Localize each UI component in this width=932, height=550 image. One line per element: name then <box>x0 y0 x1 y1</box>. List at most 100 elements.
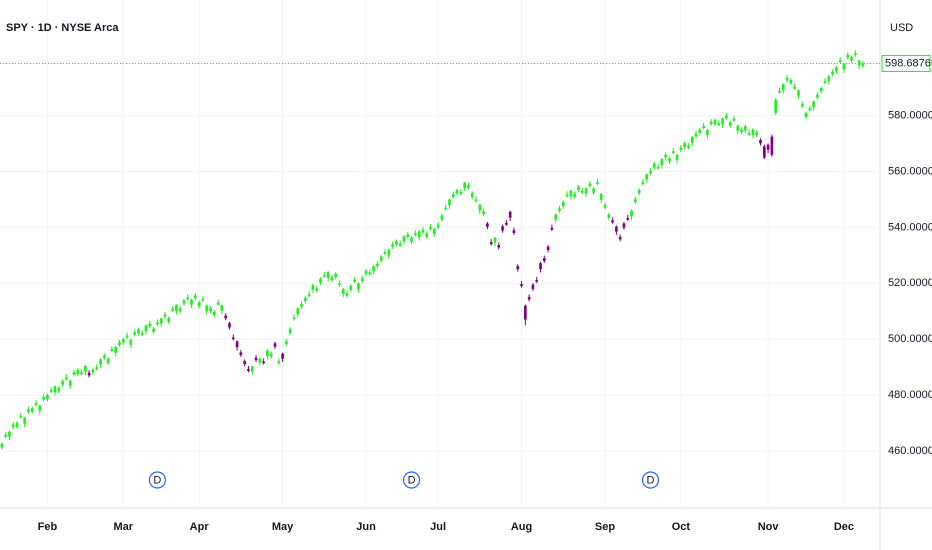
candle-body <box>262 361 265 364</box>
candle-body <box>451 194 455 197</box>
candle-body <box>353 279 356 282</box>
candle-body <box>558 208 561 211</box>
candle-body <box>618 236 622 240</box>
candle-body <box>239 352 243 356</box>
candle-body <box>781 84 785 91</box>
candle-body <box>197 302 201 307</box>
candle-body <box>717 123 721 126</box>
candle-body <box>823 81 827 83</box>
candle-body <box>425 233 429 237</box>
candle-body <box>706 130 709 136</box>
candle-body <box>588 183 592 187</box>
candle-body <box>698 129 702 133</box>
y-tick-label: 520.00000 <box>888 277 932 289</box>
candle-body <box>508 211 512 218</box>
candle-body <box>118 342 121 346</box>
y-tick-label: 540.00000 <box>888 221 932 233</box>
candle-body <box>835 67 838 72</box>
candle-body <box>459 192 463 195</box>
candle-body <box>535 279 539 282</box>
candle-body <box>201 298 205 301</box>
candle-body <box>129 339 133 345</box>
candle-body <box>641 182 645 185</box>
candle-body <box>819 88 823 92</box>
candle-body <box>231 337 235 340</box>
x-tick-label: Jun <box>356 521 376 533</box>
candle-body <box>220 305 224 311</box>
candle-body <box>755 132 759 136</box>
candle-body <box>615 226 618 232</box>
candle-body <box>493 237 497 243</box>
candle-body <box>709 121 713 125</box>
candle-body <box>417 231 421 238</box>
x-tick-label: Feb <box>38 521 58 533</box>
candle-body <box>440 215 444 220</box>
candle-body <box>194 295 197 299</box>
candle-body <box>205 305 209 312</box>
candle-body <box>429 227 432 230</box>
candle-body <box>372 266 375 272</box>
candle-body <box>846 54 850 58</box>
candles <box>0 50 865 450</box>
y-tick-label: 460.00000 <box>888 445 932 457</box>
candle-body <box>850 57 853 61</box>
candle-body <box>27 409 30 413</box>
candle-body <box>702 126 705 128</box>
candle-body <box>159 318 163 324</box>
candle-body <box>520 284 523 287</box>
candle-body <box>228 323 231 328</box>
candle-body <box>167 317 171 323</box>
candle-body <box>144 325 148 332</box>
candle-body <box>455 189 459 194</box>
overlay: 460.00000 480.00000 500.00000 520.00000 540.… <box>0 54 932 533</box>
candle-body <box>565 194 569 197</box>
candle-body <box>326 272 330 278</box>
x-tick-label: Oct <box>672 521 691 533</box>
y-tick-label: 480.00000 <box>888 389 932 401</box>
candle-body <box>482 211 485 215</box>
candle-body <box>550 227 554 230</box>
candle-body <box>683 143 686 148</box>
y-tick-label: 560.00000 <box>888 165 932 177</box>
candle-body <box>19 415 23 418</box>
candle-body <box>4 434 8 437</box>
candle-body <box>664 154 668 158</box>
candle-body <box>762 146 766 158</box>
candle-body <box>751 129 755 136</box>
candle-body <box>288 328 292 334</box>
candle-body <box>561 201 565 207</box>
candle-body <box>76 369 80 375</box>
candle-body <box>137 329 140 334</box>
candle-body <box>861 63 865 66</box>
candle-body <box>266 350 269 357</box>
candle-body <box>235 341 239 348</box>
candle-body <box>152 328 155 332</box>
candle-body <box>11 424 15 428</box>
candle-body <box>311 284 315 290</box>
candle-body <box>110 349 114 351</box>
candle-body <box>338 283 341 286</box>
candle-body <box>690 136 694 143</box>
candle-body <box>607 214 611 218</box>
dividend-marker <box>641 471 660 489</box>
candle-body <box>406 234 410 237</box>
candle-body <box>387 249 391 256</box>
candle-body <box>15 422 19 427</box>
candle-body <box>186 297 190 300</box>
candle-body <box>114 346 118 353</box>
candle-body <box>679 147 683 151</box>
candle-body <box>448 199 451 206</box>
candle-body <box>364 270 368 275</box>
candle-body <box>72 372 76 375</box>
candle-body <box>68 380 72 386</box>
candle-body <box>808 108 812 111</box>
candle-body <box>379 256 383 261</box>
candle-body <box>505 222 508 225</box>
candle-body <box>467 185 470 188</box>
last-price-box <box>881 54 931 72</box>
candle-body <box>831 71 834 75</box>
candle-body <box>432 228 436 234</box>
candle-body <box>315 288 319 291</box>
